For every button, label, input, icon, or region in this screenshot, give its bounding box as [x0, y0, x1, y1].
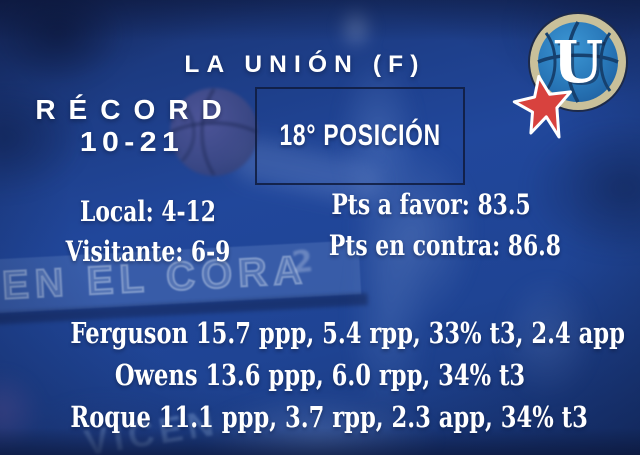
points-stats: Pts a favor: 83.5 Pts en contra: 86.8: [300, 184, 562, 266]
points-for: Pts a favor: 83.5: [331, 188, 531, 221]
team-logo: U U: [512, 12, 628, 139]
player-stat-line: Ferguson 15.7 ppp, 5.4 rpp, 33% t3, 2.4 …: [70, 316, 625, 350]
record-block: RÉCORD 10-21: [18, 93, 242, 157]
position-box: 18° POSICIÓN: [255, 87, 465, 185]
basketball-icon: [528, 12, 628, 112]
logo-letter-shadow: U: [556, 30, 607, 98]
visitante-record: Visitante: 6-9: [65, 235, 231, 268]
logo-letter: U: [553, 28, 604, 96]
local-record: Local: 4-12: [80, 195, 216, 228]
home-away-splits: Local: 4-12 Visitante: 6-9: [0, 192, 296, 272]
player-stat-line: Owens 13.6 ppp, 6.0 rpp, 34% t3: [114, 358, 526, 392]
star-icon: [512, 75, 572, 139]
record-value: 10-21: [79, 126, 185, 157]
player-stats-list: Ferguson 15.7 ppp, 5.4 rpp, 33% t3, 2.4 …: [0, 312, 640, 438]
player-stat-line: Roque 11.1 ppp, 3.7 rpp, 2.3 app, 34% t3: [70, 400, 588, 434]
position-text: 18° POSICIÓN: [279, 119, 441, 152]
page-title: LA UNIÓN (F): [184, 51, 426, 78]
record-label: RÉCORD: [35, 94, 235, 125]
points-against: Pts en contra: 86.8: [328, 229, 561, 262]
